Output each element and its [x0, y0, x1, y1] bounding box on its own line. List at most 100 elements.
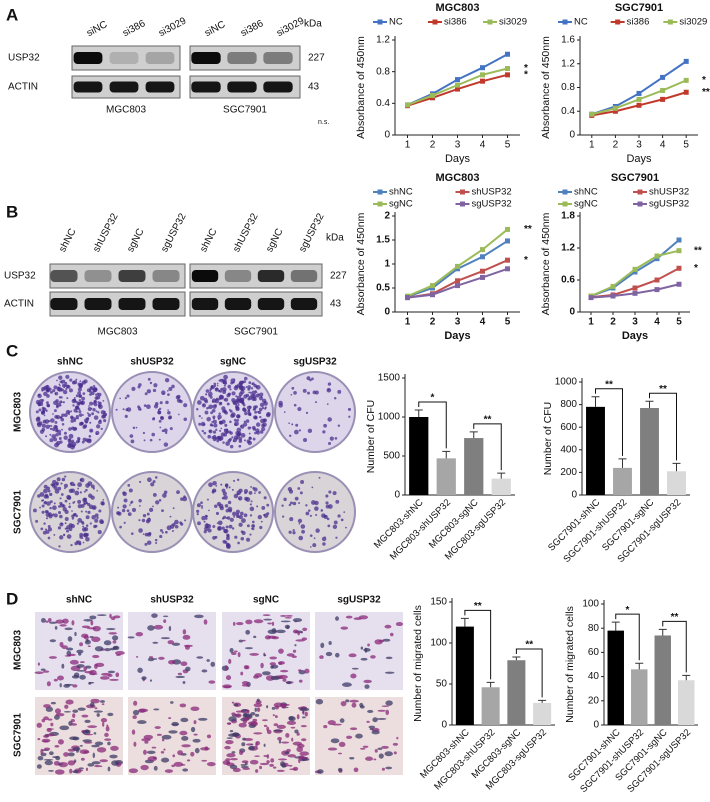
cell — [43, 759, 54, 761]
cell — [225, 665, 228, 671]
cell — [362, 745, 369, 748]
cell — [80, 757, 85, 761]
x-tick-label: 4 — [480, 140, 486, 151]
legend-marker — [562, 201, 568, 207]
colony — [300, 480, 305, 484]
plate — [192, 471, 274, 553]
cell — [367, 643, 370, 647]
colony — [82, 541, 85, 544]
y-tick-label: 50 — [436, 679, 448, 690]
cell — [274, 715, 278, 719]
cell — [194, 614, 204, 619]
colony — [318, 476, 321, 479]
colony — [223, 374, 228, 380]
colony — [117, 506, 120, 509]
size-label: 43 — [330, 299, 342, 310]
colony — [47, 536, 51, 540]
cell — [88, 681, 95, 684]
row-label: ACTIN — [4, 299, 34, 310]
colony — [259, 525, 263, 530]
error-bar — [672, 462, 681, 472]
colony — [220, 432, 225, 437]
colony — [75, 415, 80, 419]
colony — [256, 505, 259, 508]
cell — [302, 627, 308, 632]
bar — [409, 417, 429, 495]
cell — [47, 617, 52, 622]
colony — [258, 491, 261, 494]
cell — [54, 744, 60, 748]
cell — [182, 634, 191, 640]
significance: ** — [474, 601, 482, 612]
cell — [301, 738, 307, 742]
colony — [310, 546, 312, 548]
cell — [104, 732, 109, 738]
bar — [533, 702, 552, 725]
colony — [89, 522, 92, 525]
cell — [365, 756, 374, 761]
cell — [160, 637, 171, 640]
y-tick-label: 1000 — [378, 412, 401, 423]
y-tick-label: 0.8 — [376, 66, 390, 77]
cell — [253, 635, 257, 639]
cell — [64, 683, 74, 686]
colony — [41, 398, 45, 402]
colony — [252, 437, 256, 441]
colony — [311, 500, 316, 505]
point — [430, 283, 435, 289]
y-tick-label: 1.2 — [561, 243, 575, 254]
colony — [217, 435, 221, 440]
size-label: 227 — [308, 53, 325, 64]
colony — [261, 506, 266, 510]
colony — [66, 529, 69, 533]
colony — [239, 511, 244, 516]
colony — [212, 430, 217, 434]
cell — [83, 666, 87, 671]
cell — [229, 647, 234, 653]
colony — [243, 408, 247, 413]
colony — [71, 510, 73, 512]
colony — [217, 525, 222, 531]
row-label: ACTIN — [8, 82, 38, 93]
colony — [83, 490, 86, 493]
cell — [92, 752, 96, 758]
cell — [317, 769, 324, 774]
colony — [166, 390, 169, 392]
colony — [79, 380, 82, 382]
colony — [221, 526, 225, 530]
significance: ** — [702, 87, 710, 98]
colony — [137, 385, 141, 389]
colony — [169, 515, 172, 518]
colony — [60, 417, 65, 422]
colony — [159, 426, 162, 429]
point — [660, 74, 666, 80]
cell — [320, 642, 325, 649]
cell — [109, 754, 118, 759]
cell — [296, 746, 303, 752]
colony — [293, 403, 297, 407]
colony — [221, 488, 226, 493]
colony — [142, 513, 147, 518]
colony — [198, 422, 202, 426]
cell — [222, 684, 233, 689]
cell — [43, 704, 51, 708]
colony — [55, 404, 59, 407]
colony — [62, 507, 67, 512]
colony — [39, 492, 45, 497]
colony — [66, 494, 71, 500]
colony — [183, 403, 188, 408]
cell — [91, 636, 101, 643]
colony — [95, 430, 100, 436]
colony — [58, 375, 63, 380]
colony — [147, 477, 152, 483]
cell — [385, 700, 393, 706]
cell — [374, 639, 383, 645]
cell — [284, 624, 291, 629]
colony — [74, 427, 78, 431]
cell — [197, 717, 208, 721]
bar — [607, 630, 624, 725]
cell — [99, 765, 103, 768]
colony — [229, 444, 234, 449]
colony — [207, 434, 212, 439]
legend-marker — [637, 189, 643, 195]
